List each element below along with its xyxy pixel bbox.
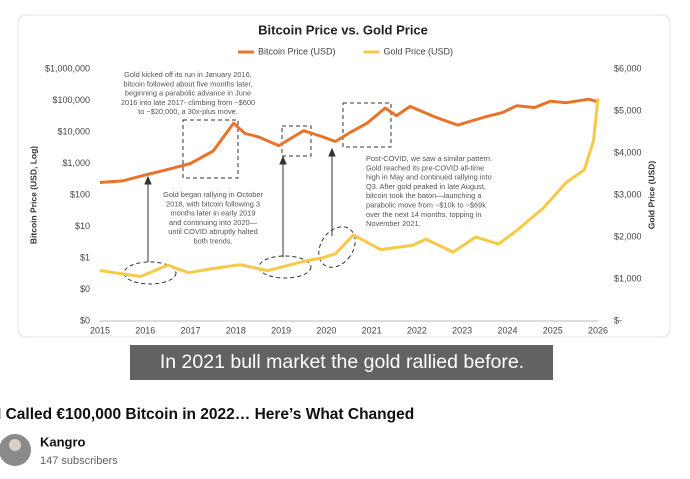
annotation-line: both trends. bbox=[193, 236, 232, 245]
legend-label: Gold Price (USD) bbox=[384, 46, 454, 56]
annotation-line: 2018, with bitcoin following 3 bbox=[166, 199, 260, 208]
x-tick-label: 2025 bbox=[543, 325, 563, 335]
y-tick-label: $1,000 bbox=[62, 158, 90, 168]
highlights bbox=[123, 102, 392, 285]
annotation-line: November 2021. bbox=[366, 219, 421, 228]
highlight-box bbox=[182, 119, 239, 179]
y2-tick-label: $5,000 bbox=[614, 105, 642, 115]
annotation-line: parabolic move from ~$10k to ~$69k bbox=[366, 200, 486, 209]
annotation-line: high in May and continued rallying into bbox=[366, 173, 492, 182]
annotation-line: Gold began rallying in October bbox=[163, 190, 263, 199]
annotation-line: Gold kicked off its run in January 2016, bbox=[124, 70, 252, 79]
y-tick-label: $10 bbox=[75, 221, 90, 231]
highlight-box bbox=[342, 102, 392, 148]
x-tick-label: 2023 bbox=[452, 325, 472, 335]
plot: 2015 2016 2017 2018 2019 2020 2021 2022 2023 2024… bbox=[45, 46, 642, 335]
highlight-ellipse bbox=[123, 261, 177, 285]
video-title[interactable]: I Called €100,000 Bitcoin in 2022… Here’… bbox=[0, 406, 414, 423]
arrow-heads bbox=[144, 147, 336, 185]
y-tick-label: $1,000,000 bbox=[45, 63, 90, 73]
arrows bbox=[144, 147, 336, 262]
x-tick-label: 2015 bbox=[90, 325, 110, 335]
annotation-line: Gold reached its pre-COVID all-time bbox=[366, 163, 484, 172]
highlight-ellipse bbox=[318, 226, 356, 268]
y2-tick-label: $6,000 bbox=[614, 63, 642, 73]
highlight-box bbox=[281, 125, 312, 157]
y2-axis-label: Gold Price (USD) bbox=[646, 161, 656, 230]
x-tick-label: 2016 bbox=[135, 325, 155, 335]
y-tick-label: $100 bbox=[70, 189, 90, 199]
annotation-line: over the next 14 months, topping in bbox=[366, 210, 481, 219]
y-tick-label: $0 bbox=[80, 284, 90, 294]
legend-label: Bitcoin Price (USD) bbox=[258, 46, 336, 56]
annotation-line: and continuing into 2020— bbox=[169, 218, 258, 227]
x-tick-label: 2021 bbox=[362, 325, 382, 335]
y-tick-label: $0 bbox=[80, 315, 90, 325]
x-tick-label: 2018 bbox=[226, 325, 246, 335]
x-tick-label: 2017 bbox=[181, 325, 201, 335]
avatar-head bbox=[9, 439, 21, 451]
annotation-line: beginning a parabolic advance in June bbox=[125, 89, 251, 98]
y-axis-label: Bitcoin Price (USD, Log) bbox=[28, 146, 38, 244]
chart-card bbox=[17, 14, 671, 338]
chart-title: Bitcoin Price vs. Gold Price bbox=[258, 22, 428, 37]
y2-tick-label: $- bbox=[614, 315, 622, 325]
y-tick-label: $1 bbox=[80, 252, 90, 262]
subscriber-count: 147 subscribers bbox=[40, 455, 118, 467]
x-tick-label: 2024 bbox=[497, 325, 517, 335]
series-line bbox=[99, 98, 600, 278]
annotation-line: bitcoin followed about five months later… bbox=[123, 79, 252, 88]
highlight-ellipse bbox=[258, 255, 312, 279]
annotation-line: 2016 into late 2017- climbing from ~$600 bbox=[121, 98, 255, 107]
y2-tick-label: $3,000 bbox=[614, 189, 642, 199]
annotation-line: until COVID abruptly halted bbox=[168, 227, 258, 236]
caption: In 2021 bull market the gold rallied bef… bbox=[160, 351, 524, 373]
annotation-line: Post-COVID, we saw a similar pattern. bbox=[366, 154, 492, 163]
y-tick-label: $10,000 bbox=[57, 126, 90, 136]
y2-tick-label: $4,000 bbox=[614, 147, 642, 157]
x-tick-label: 2020 bbox=[316, 325, 336, 335]
annotation-line: months later in early 2019 bbox=[170, 209, 255, 218]
x-tick-label: 2022 bbox=[407, 325, 427, 335]
y2-tick-label: $1,000 bbox=[614, 273, 642, 283]
channel-name[interactable]: Kangro bbox=[40, 434, 86, 449]
caption-box bbox=[130, 345, 553, 380]
annotation-line: Q3. After gold peaked in late August, bbox=[366, 182, 486, 191]
y-tick-label: $100,000 bbox=[52, 95, 90, 105]
annotation-line: bitcoin took the baton—launching a bbox=[366, 191, 482, 200]
y2-tick-label: $2,000 bbox=[614, 231, 642, 241]
x-tick-label: 2019 bbox=[271, 325, 291, 335]
series-line bbox=[99, 97, 599, 184]
x-tick-label: 2026 bbox=[588, 325, 608, 335]
annotation-line: to ~$20,000, a 30x-plus move. bbox=[138, 107, 238, 116]
